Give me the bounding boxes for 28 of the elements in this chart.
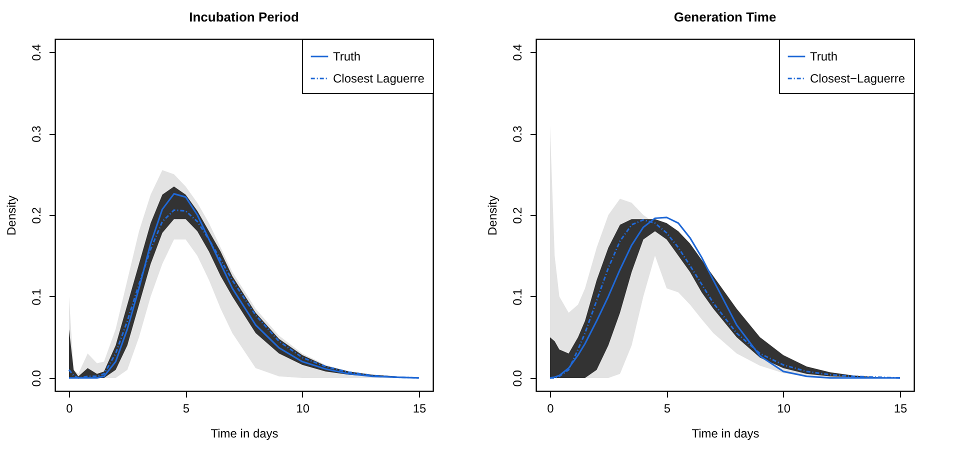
chart-title: Generation Time xyxy=(674,10,776,24)
y-tick-label: 0.3 xyxy=(510,125,524,142)
y-tick-label: 0.1 xyxy=(510,288,524,306)
x-tick-label: 5 xyxy=(664,402,671,416)
y-tick-label: 0.2 xyxy=(30,206,44,224)
x-tick-label: 10 xyxy=(777,402,791,416)
x-tick-label: 5 xyxy=(182,402,190,416)
x-tick-label: 0 xyxy=(547,402,554,416)
y-tick-label: 0.0 xyxy=(30,370,44,387)
y-tick-label: 0.1 xyxy=(30,288,44,306)
y-tick-label: 0.0 xyxy=(510,370,524,387)
legend-label: Truth xyxy=(810,50,838,64)
y-tick-label: 0.4 xyxy=(30,44,44,61)
x-axis-title: Time in days xyxy=(210,426,278,440)
x-tick-label: 15 xyxy=(412,402,426,416)
legend-label: Closest−Laguerre xyxy=(810,72,906,86)
legend-label: Closest Laguerre xyxy=(333,72,425,86)
y-tick-label: 0.3 xyxy=(30,125,44,142)
y-axis-title: Density xyxy=(4,195,18,236)
x-tick-label: 15 xyxy=(894,402,908,416)
chart-title: Incubation Period xyxy=(189,10,299,24)
y-tick-label: 0.2 xyxy=(510,206,524,224)
x-tick-label: 0 xyxy=(66,402,74,416)
x-axis-title: Time in days xyxy=(692,426,760,440)
y-tick-label: 0.4 xyxy=(510,44,524,61)
y-axis-title: Density xyxy=(486,195,500,236)
x-tick-label: 10 xyxy=(296,402,310,416)
legend-label: Truth xyxy=(333,50,361,64)
